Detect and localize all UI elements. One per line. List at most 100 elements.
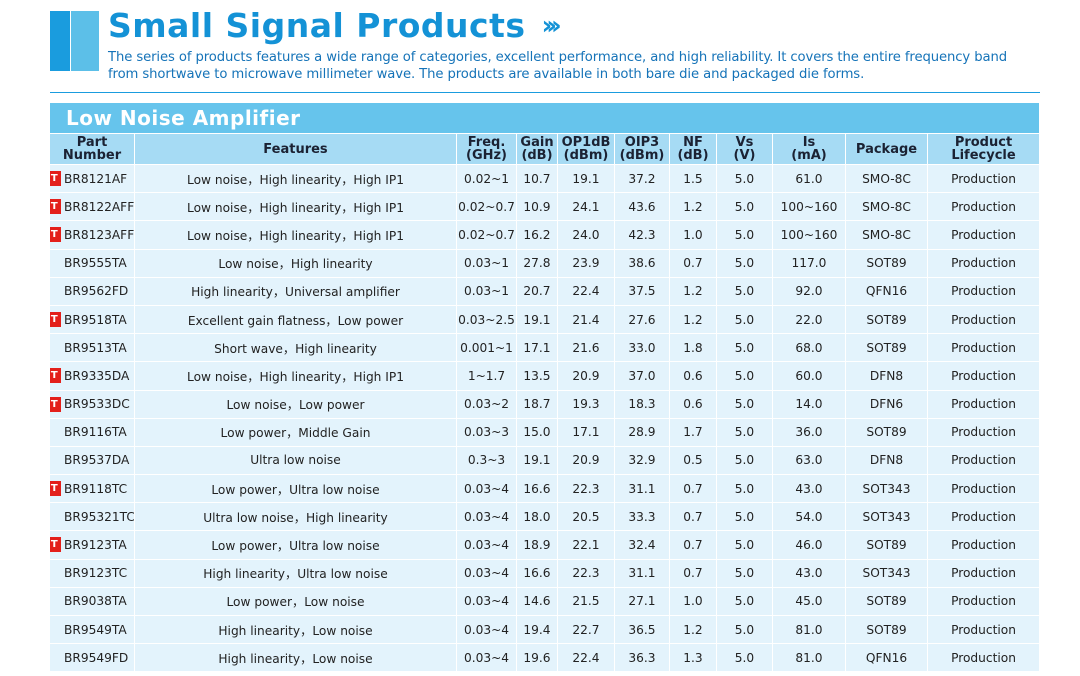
cell-op1db: 20.9 bbox=[557, 361, 614, 390]
cell-gain: 17.1 bbox=[516, 333, 557, 362]
table-row: BR9116TA Low power，Middle Gain 0.03~3 15.0 1… bbox=[50, 417, 1039, 446]
column-header: NF (dB) bbox=[669, 134, 716, 164]
cell-is: 117.0 bbox=[772, 248, 845, 277]
cell-features: Low noise，High linearity bbox=[134, 248, 456, 277]
cell-is: 46.0 bbox=[772, 530, 845, 559]
cell-oip3: 37.0 bbox=[614, 361, 669, 390]
cell-package: SOT89 bbox=[845, 248, 927, 277]
cell-vs: 5.0 bbox=[716, 276, 772, 305]
cell-part: HOTBR9118TC bbox=[50, 474, 134, 503]
column-header-line1: Part bbox=[76, 135, 108, 150]
part-number: BR95321TCJ bbox=[64, 509, 134, 524]
cell-package: QFN16 bbox=[845, 276, 927, 305]
cell-features: Ultra low noise bbox=[134, 445, 456, 475]
cell-oip3: 38.6 bbox=[614, 248, 669, 277]
cell-package: SOT89 bbox=[845, 417, 927, 446]
cell-op1db: 22.3 bbox=[557, 474, 614, 503]
cell-gain: 19.6 bbox=[516, 643, 557, 672]
cell-gain: 18.0 bbox=[516, 502, 557, 531]
cell-part: HOTBR8121AF bbox=[50, 164, 134, 193]
page-title: Small Signal Products ››› bbox=[108, 4, 562, 48]
cell-gain: 15.0 bbox=[516, 417, 557, 446]
cell-features: Low noise，Low power bbox=[134, 389, 456, 418]
cell-nf: 1.5 bbox=[669, 164, 716, 193]
divider bbox=[50, 92, 1040, 93]
cell-vs: 5.0 bbox=[716, 586, 772, 615]
column-header: Part Number bbox=[50, 134, 134, 164]
column-header: Features bbox=[134, 134, 456, 164]
cell-package: SOT343 bbox=[845, 474, 927, 503]
cell-oip3: 36.3 bbox=[614, 643, 669, 672]
cell-package: DFN6 bbox=[845, 389, 927, 418]
cell-freq: 0.03~4 bbox=[456, 586, 516, 615]
cell-freq: 0.03~4 bbox=[456, 530, 516, 559]
part-number: BR8121AF bbox=[64, 171, 128, 186]
cell-package: SOT89 bbox=[845, 615, 927, 644]
cell-vs: 5.0 bbox=[716, 248, 772, 277]
table-row: BR9549FD High linearity，Low noise 0.03~4 19… bbox=[50, 643, 1039, 672]
part-number: BR9116TA bbox=[64, 425, 127, 440]
part-number: BR9562FD bbox=[64, 284, 129, 299]
cell-features: Low noise，High linearity，High IP1 bbox=[134, 164, 456, 193]
cell-oip3: 43.6 bbox=[614, 192, 669, 221]
cell-freq: 0.03~4 bbox=[456, 643, 516, 672]
title-accent-bar-light bbox=[71, 11, 99, 71]
table-row: BR9562FD High linearity，Universal amplifi… bbox=[50, 276, 1039, 305]
cell-freq: 0.001~1 bbox=[456, 333, 516, 362]
cell-oip3: 31.1 bbox=[614, 558, 669, 587]
cell-op1db: 21.4 bbox=[557, 304, 614, 334]
table-row: HOTBR9123TALow power，Ultra low noise0.03… bbox=[50, 530, 1039, 559]
cell-nf: 0.6 bbox=[669, 389, 716, 418]
cell-gain: 19.1 bbox=[516, 304, 557, 334]
column-header-line1: Features bbox=[263, 141, 328, 157]
part-number: BR9555TA bbox=[64, 256, 127, 271]
cell-features: Low power，Middle Gain bbox=[134, 417, 456, 446]
column-header-line1: Package bbox=[855, 141, 918, 157]
part-number: BR9533DC bbox=[64, 397, 130, 412]
cell-lifecycle: Production bbox=[927, 558, 1039, 587]
column-header-line2: (GHz) bbox=[466, 148, 507, 163]
cell-package: SOT89 bbox=[845, 304, 927, 334]
cell-features: Low power，Ultra low noise bbox=[134, 474, 456, 503]
cell-lifecycle: Production bbox=[927, 530, 1039, 559]
table-row: HOTBR9118TCLow power，Ultra low noise0.03… bbox=[50, 474, 1039, 503]
cell-freq: 1~1.7 bbox=[456, 361, 516, 390]
cell-nf: 0.7 bbox=[669, 502, 716, 531]
column-header-line1: Gain bbox=[520, 135, 554, 150]
column-header-line2: (V) bbox=[733, 148, 756, 163]
cell-part: HOTBR9335DA bbox=[50, 361, 134, 390]
cell-oip3: 33.0 bbox=[614, 333, 669, 362]
cell-lifecycle: Production bbox=[927, 361, 1039, 390]
cell-part: HOTBR8123AFF bbox=[50, 220, 134, 249]
column-header-line1: OP1dB bbox=[561, 135, 611, 150]
cell-op1db: 24.1 bbox=[557, 192, 614, 221]
cell-op1db: 22.4 bbox=[557, 643, 614, 672]
table-row: BR9555TA Low noise，High linearity 0.03~1 27… bbox=[50, 248, 1039, 277]
cell-freq: 0.03~4 bbox=[456, 615, 516, 644]
hot-badge: HOT bbox=[50, 171, 62, 186]
cell-oip3: 27.6 bbox=[614, 304, 669, 334]
cell-lifecycle: Production bbox=[927, 417, 1039, 446]
cell-vs: 5.0 bbox=[716, 220, 772, 249]
cell-nf: 0.7 bbox=[669, 248, 716, 277]
page-title-text: Small Signal Products bbox=[108, 6, 526, 45]
cell-package: DFN8 bbox=[845, 445, 927, 475]
cell-is: 60.0 bbox=[772, 361, 845, 390]
hot-badge: HOT bbox=[50, 227, 62, 243]
cell-part: BR9038TA bbox=[50, 586, 134, 615]
cell-nf: 0.7 bbox=[669, 558, 716, 587]
table-row: HOTBR9518TAExcellent gain flatness，Low p… bbox=[50, 304, 1039, 334]
cell-oip3: 32.4 bbox=[614, 530, 669, 559]
table-row: BR9549TA High linearity，Low noise 0.03~4 19… bbox=[50, 615, 1039, 644]
column-header-line2: Number bbox=[62, 148, 122, 163]
cell-part: HOTBR9533DC bbox=[50, 389, 134, 418]
cell-is: 81.0 bbox=[772, 615, 845, 644]
cell-package: SOT89 bbox=[845, 333, 927, 362]
part-number: BR8122AFF bbox=[64, 199, 134, 214]
hot-badge: HOT bbox=[50, 311, 62, 327]
cell-lifecycle: Production bbox=[927, 333, 1039, 362]
table-row: HOTBR9335DALow noise，High linearity，High… bbox=[50, 361, 1039, 390]
cell-oip3: 33.3 bbox=[614, 502, 669, 531]
cell-lifecycle: Production bbox=[927, 276, 1039, 305]
cell-op1db: 19.3 bbox=[557, 389, 614, 418]
